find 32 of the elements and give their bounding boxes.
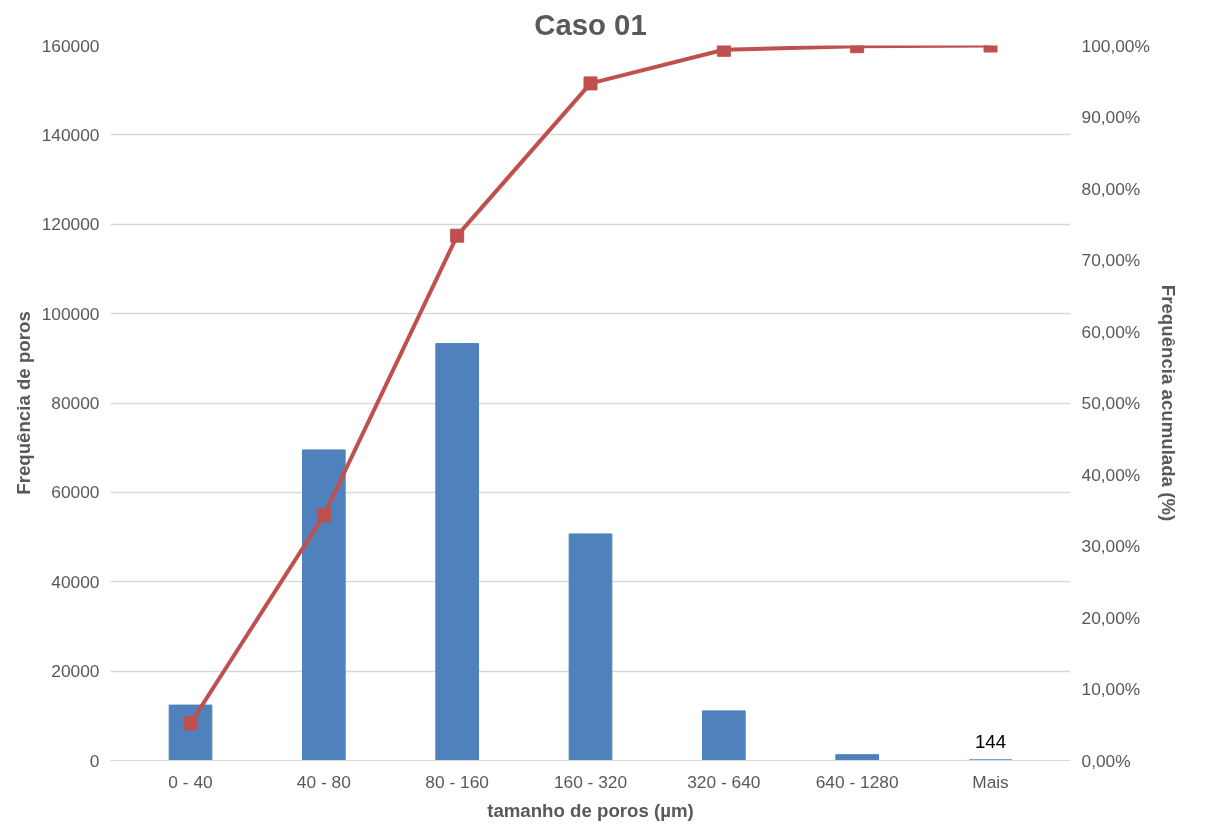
y-tick-label: 140000 <box>41 124 100 145</box>
y2-tick-label: 60,00% <box>1081 321 1141 342</box>
data-label: 144 <box>974 730 1007 752</box>
y-tick-label: 80000 <box>51 393 100 413</box>
x-tick-label: 80 - 160 <box>425 771 489 792</box>
y2-tick-label: 80,00% <box>1081 178 1141 199</box>
y-tick-label: 120000 <box>41 214 100 235</box>
x-tick-label: 320 - 640 <box>687 771 761 792</box>
y-tick-label: 160000 <box>41 35 100 56</box>
y2-tick-label: 70,00% <box>1081 250 1141 270</box>
y2-tick-label: 50,00% <box>1081 393 1141 413</box>
y2-tick-label: 0,00% <box>1081 750 1131 771</box>
y2-tick-label: 10,00% <box>1081 679 1141 699</box>
y2-tick-label: 20,00% <box>1081 607 1141 628</box>
x-tick-label: 160 - 320 <box>553 771 628 792</box>
y-axis-title: Frequência de poros <box>12 311 34 495</box>
y2-tick-label: 40,00% <box>1081 464 1141 485</box>
x-tick-label: Mais <box>972 771 1010 792</box>
x-tick-label: 640 - 1280 <box>815 771 899 792</box>
y-tick-label: 60000 <box>51 482 100 503</box>
y-tick-label: 20000 <box>51 661 100 682</box>
y-tick-label: 0 <box>89 750 100 771</box>
y2-tick-label: 90,00% <box>1081 107 1141 127</box>
y2-tick-label: 100,00% <box>1081 35 1150 56</box>
y-tick-label: 100000 <box>41 303 100 324</box>
y2-tick-label: 30,00% <box>1081 536 1141 556</box>
chart-title: Caso 01 <box>534 7 647 41</box>
x-axis-title: tamanho de poros (µm) <box>487 799 694 821</box>
x-tick-label: 40 - 80 <box>296 771 351 792</box>
y2-axis-title: Frequência acumulada (%) <box>1157 284 1179 522</box>
y-tick-label: 40000 <box>51 571 100 592</box>
x-tick-label: 0 - 40 <box>168 771 213 792</box>
